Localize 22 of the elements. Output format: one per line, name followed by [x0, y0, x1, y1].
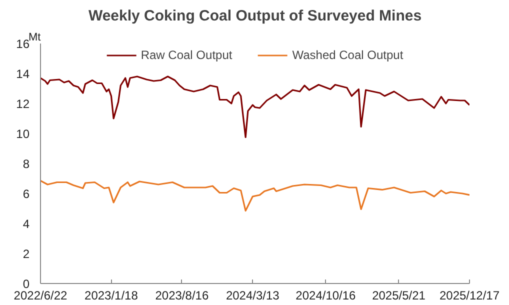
y-tick-label: 0 [22, 277, 30, 291]
line-series [40, 76, 470, 138]
x-tick-label: 2024/10/16 [296, 288, 356, 302]
y-tick-label: 14 [16, 67, 30, 81]
x-tick-label: 2024/3/13 [226, 288, 280, 302]
y-tick-label: 8 [22, 157, 30, 171]
line-series [40, 180, 470, 212]
x-tick-label: 2023/8/16 [155, 288, 209, 302]
y-tick-label: 10 [16, 127, 30, 141]
y-tick-label: 4 [22, 217, 30, 231]
x-tick-label: 2023/1/18 [84, 288, 138, 302]
y-tick-label: 12 [16, 97, 30, 111]
y-tick-label: 16 [16, 37, 30, 51]
chart-title: Weekly Coking Coal Output of Surveyed Mines [88, 8, 422, 24]
x-tick-label: 2025/5/21 [372, 288, 426, 302]
y-tick-label: 2 [22, 247, 30, 261]
y-tick-label: 6 [22, 187, 30, 201]
legend-label: Raw Coal Output [140, 48, 232, 62]
legend-label: Washed Coal Output [292, 48, 404, 62]
x-tick-label: 2025/12/17 [439, 288, 500, 302]
x-tick-label: 2022/6/22 [14, 288, 68, 302]
y-axis-title: Mt [28, 32, 41, 44]
